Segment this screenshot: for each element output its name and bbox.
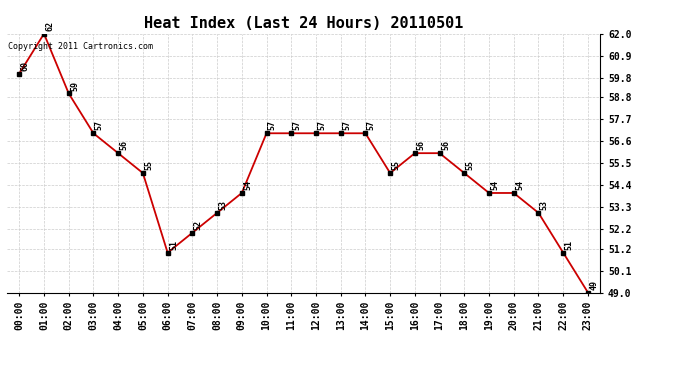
Text: 60: 60 — [21, 61, 30, 71]
Text: 62: 62 — [46, 21, 55, 31]
Text: 53: 53 — [219, 200, 228, 210]
Text: 51: 51 — [169, 240, 178, 250]
Text: 54: 54 — [491, 180, 500, 190]
Text: 57: 57 — [293, 120, 302, 130]
Text: 54: 54 — [243, 180, 252, 190]
Text: 53: 53 — [540, 200, 549, 210]
Text: 52: 52 — [194, 220, 203, 230]
Text: Copyright 2011 Cartronics.com: Copyright 2011 Cartronics.com — [8, 42, 153, 51]
Text: 59: 59 — [70, 81, 79, 91]
Text: 56: 56 — [441, 140, 450, 150]
Text: 57: 57 — [268, 120, 277, 130]
Text: 51: 51 — [564, 240, 573, 250]
Text: 57: 57 — [342, 120, 351, 130]
Text: 55: 55 — [391, 160, 400, 170]
Title: Heat Index (Last 24 Hours) 20110501: Heat Index (Last 24 Hours) 20110501 — [144, 16, 463, 31]
Text: 55: 55 — [466, 160, 475, 170]
Text: 54: 54 — [515, 180, 524, 190]
Text: 57: 57 — [317, 120, 326, 130]
Text: 57: 57 — [367, 120, 376, 130]
Text: 57: 57 — [95, 120, 103, 130]
Text: 55: 55 — [144, 160, 153, 170]
Text: 56: 56 — [416, 140, 425, 150]
Text: 56: 56 — [119, 140, 128, 150]
Text: 49: 49 — [589, 280, 598, 290]
